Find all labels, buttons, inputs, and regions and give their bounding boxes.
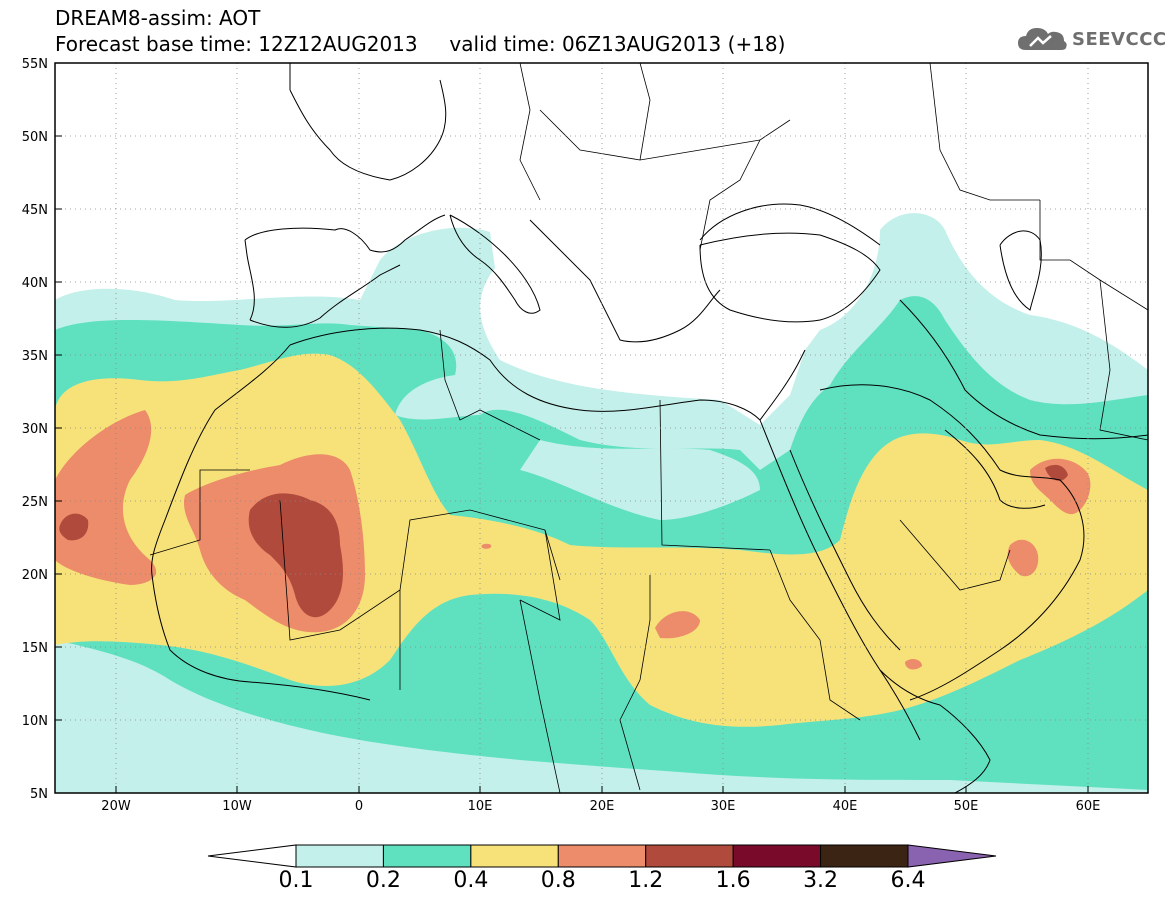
lat-tick-label: 30N bbox=[22, 422, 48, 437]
lon-tick-label: 30E bbox=[711, 799, 736, 814]
lat-tick-label: 55N bbox=[22, 57, 48, 72]
colorbar-level-label: 0.1 bbox=[278, 868, 314, 893]
aot-band-0.1-0.2-inner bbox=[55, 440, 1148, 793]
colorbar-box bbox=[382, 844, 472, 868]
colorbar-box bbox=[732, 844, 822, 868]
colorbar-level-label: 0.8 bbox=[540, 868, 576, 893]
graticule bbox=[55, 63, 1148, 793]
colorbar-level-label: 1.6 bbox=[715, 868, 751, 893]
aot-field bbox=[55, 63, 1148, 793]
base-time-label: Forecast base time: 12Z12AUG2013 bbox=[55, 32, 418, 56]
lat-tick-label: 15N bbox=[22, 641, 48, 656]
lon-tick-label: 50E bbox=[954, 799, 979, 814]
colorbar-level-label: 0.4 bbox=[453, 868, 489, 893]
colorbar-over-arrow bbox=[907, 844, 997, 868]
colorbar-level-label: 0.2 bbox=[365, 868, 401, 893]
tick-marks bbox=[55, 135, 1089, 793]
lon-tick-label: 0 bbox=[355, 799, 363, 814]
colorbar-under-arrow bbox=[207, 844, 297, 868]
lat-tick-labels: 55N 50N 45N 40N 35N 30N 25N 20N 15N 10N … bbox=[22, 57, 48, 802]
lat-tick-label: 45N bbox=[22, 203, 48, 218]
lon-tick-label: 60E bbox=[1076, 799, 1101, 814]
coastlines bbox=[151, 63, 1148, 793]
lat-tick-label: 50N bbox=[22, 130, 48, 145]
colorbar-level-label: 6.4 bbox=[890, 868, 926, 893]
lon-tick-label: 10E bbox=[468, 799, 493, 814]
country-borders bbox=[149, 63, 1148, 793]
time-info: Forecast base time: 12Z12AUG2013 valid t… bbox=[55, 32, 785, 56]
colorbar bbox=[207, 844, 997, 868]
colorbar-box bbox=[295, 844, 384, 868]
lat-tick-label: 10N bbox=[22, 714, 48, 729]
lon-tick-label: 40E bbox=[833, 799, 858, 814]
lat-tick-label: 40N bbox=[22, 276, 48, 291]
lon-tick-label: 20W bbox=[101, 799, 131, 814]
lat-tick-label: 5N bbox=[30, 787, 48, 802]
valid-time-label: valid time: 06Z13AUG2013 (+18) bbox=[449, 32, 786, 56]
logo-text: SEEVCCC bbox=[1072, 28, 1165, 50]
colorbar-box bbox=[470, 844, 559, 868]
colorbar-level-label: 1.2 bbox=[628, 868, 664, 893]
colorbar-box bbox=[645, 844, 734, 868]
aot-band-1.2-1.6 bbox=[59, 464, 1068, 618]
lon-tick-label: 10W bbox=[222, 799, 252, 814]
lat-tick-label: 35N bbox=[22, 349, 48, 364]
colorbar-box bbox=[557, 844, 647, 868]
seevccc-logo: SEEVCCC bbox=[1016, 22, 1165, 56]
aot-band-0.4-0.8 bbox=[55, 353, 1148, 727]
lat-tick-label: 20N bbox=[22, 568, 48, 583]
map-title: DREAM8-assim: AOT bbox=[55, 6, 261, 30]
lat-tick-label: 25N bbox=[22, 495, 48, 510]
lon-tick-label: 20E bbox=[590, 799, 615, 814]
lon-tick-labels: 20W 10W 0 10E 20E 30E 40E 50E 60E bbox=[101, 799, 1100, 814]
colorbar-box bbox=[820, 844, 909, 868]
colorbar-level-label: 3.2 bbox=[803, 868, 839, 893]
cloud-logo-icon bbox=[1018, 28, 1067, 50]
